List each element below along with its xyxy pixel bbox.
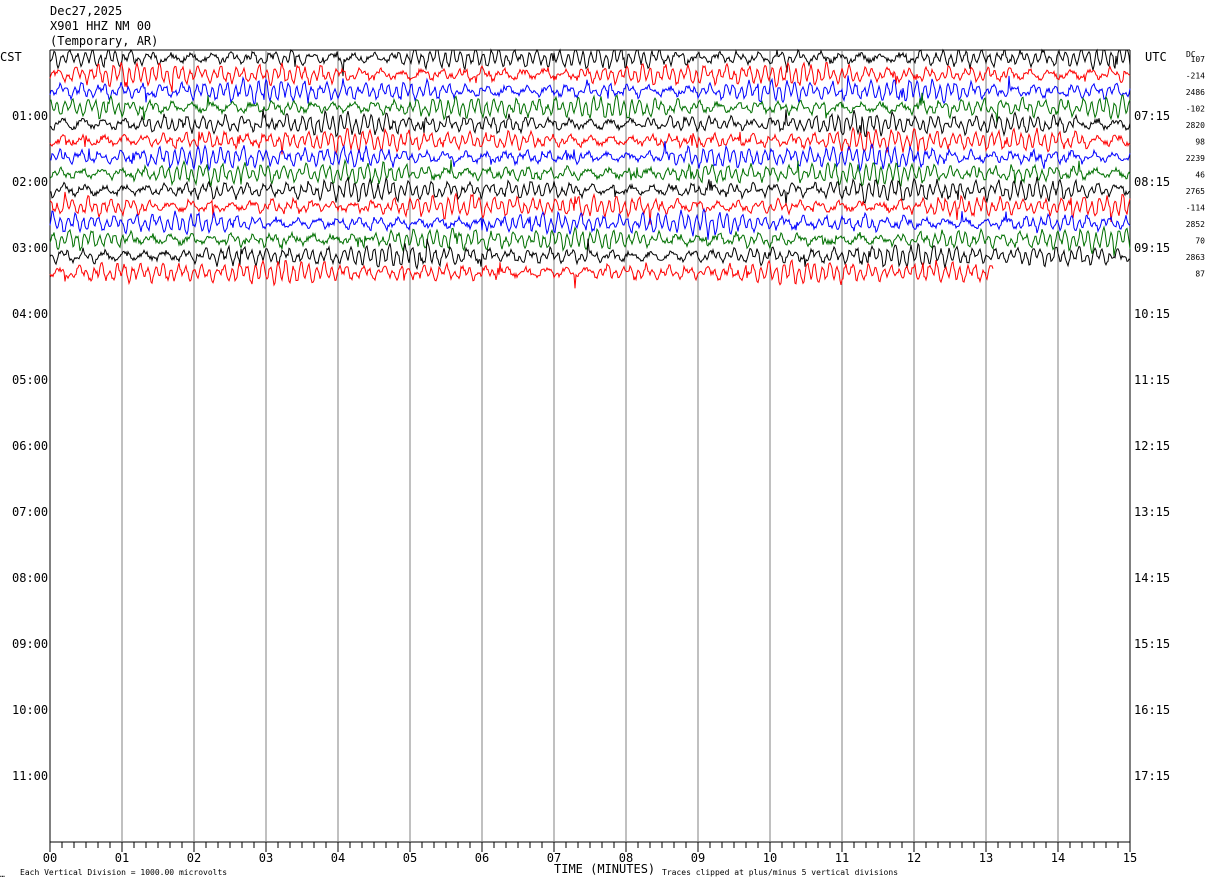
dc-offset-label: 70 [1195, 237, 1205, 246]
dc-offset-label: -214 [1186, 72, 1205, 81]
utc-hour-label: 08:15 [1134, 175, 1170, 189]
cst-hour-label: 08:00 [12, 571, 48, 585]
x-axis-title: TIME (MINUTES) [554, 862, 656, 876]
x-tick-label: 07 [547, 851, 561, 865]
dc-offset-label: 107 [1191, 55, 1206, 64]
dc-offset-label: 2852 [1186, 220, 1205, 229]
utc-hour-label: 10:15 [1134, 307, 1170, 321]
clip-note: Traces clipped at plus/minus 5 vertical … [662, 868, 899, 877]
seismic-trace-row-8 [49, 176, 1131, 206]
seismic-trace-row-3 [49, 92, 1131, 124]
x-tick-label: 03 [259, 851, 273, 865]
x-tick-label: 11 [835, 851, 849, 865]
dc-offset-label: 2820 [1186, 121, 1205, 130]
dc-offset-label: 2239 [1186, 154, 1205, 163]
cst-hour-label: 03:00 [12, 241, 48, 255]
dc-label: DC [1186, 50, 1196, 59]
x-tick-label: 06 [475, 851, 489, 865]
cst-hour-label: 01:00 [12, 109, 48, 123]
x-tick-label: 05 [403, 851, 417, 865]
cst-hour-label: 02:00 [12, 175, 48, 189]
seismic-trace-row-6 [50, 140, 1131, 173]
utc-hour-label: 14:15 [1134, 571, 1170, 585]
cst-hour-label: 06:00 [12, 439, 48, 453]
utc-hour-label: 16:15 [1134, 703, 1170, 717]
utc-label: UTC [1145, 50, 1167, 64]
dc-offset-label: 87 [1195, 270, 1205, 279]
network-label: (Temporary, AR) [50, 34, 159, 48]
x-tick-label: 00 [43, 851, 57, 865]
x-tick-label: 01 [115, 851, 129, 865]
date-label: Dec27,2025 [50, 4, 123, 18]
seismic-trace-row-0 [49, 48, 1131, 77]
seismic-trace-row-11 [49, 225, 1131, 257]
x-tick-label: 08 [619, 851, 633, 865]
seismic-trace-row-13 [49, 259, 994, 289]
x-tick-label: 09 [691, 851, 705, 865]
dc-offset-label: 46 [1195, 171, 1205, 180]
x-tick-label: 14 [1051, 851, 1065, 865]
cst-hour-label: 04:00 [12, 307, 48, 321]
x-tick-label: 10 [763, 851, 777, 865]
dc-offset-label: 2863 [1186, 253, 1205, 262]
utc-hour-label: 11:15 [1134, 373, 1170, 387]
dc-offset-label: -114 [1186, 204, 1205, 213]
seismic-trace-row-5 [49, 126, 1131, 155]
station-label: X901 HHZ NM 00 [50, 19, 152, 33]
utc-hour-label: 13:15 [1134, 505, 1170, 519]
x-tick-label: 04 [331, 851, 345, 865]
seismic-trace-row-12 [49, 238, 1131, 271]
utc-hour-label: 17:15 [1134, 769, 1170, 783]
cst-hour-label: 09:00 [12, 637, 48, 651]
utc-hour-label: 09:15 [1134, 241, 1170, 255]
utc-hour-label: 15:15 [1134, 637, 1170, 651]
seismic-trace-row-10 [49, 207, 1131, 240]
seismic-trace-row-7 [49, 158, 1131, 188]
dc-offset-label: 98 [1195, 138, 1205, 147]
x-tick-label: 12 [907, 851, 921, 865]
x-tick-label: 13 [979, 851, 993, 865]
cst-hour-label: 05:00 [12, 373, 48, 387]
seismic-trace-row-9 [49, 191, 1131, 225]
cst-hour-label: 11:00 [12, 769, 48, 783]
cst-label: CST [0, 50, 22, 64]
cst-hour-label: 07:00 [12, 505, 48, 519]
utc-hour-label: 12:15 [1134, 439, 1170, 453]
cst-hour-label: 10:00 [12, 703, 48, 717]
x-tick-label: 15 [1123, 851, 1137, 865]
x-tick-label: 02 [187, 851, 201, 865]
seismic-trace-row-4 [49, 108, 1131, 138]
seismic-trace-row-2 [49, 75, 1131, 106]
seismic-trace-row-1 [49, 61, 1131, 93]
dc-offset-label: 2486 [1186, 88, 1205, 97]
scale-note: Each Vertical Division = 1000.00 microvo… [20, 868, 228, 877]
corner-mark: … [0, 870, 5, 879]
utc-hour-label: 07:15 [1134, 109, 1170, 123]
dc-offset-label: 2765 [1186, 187, 1205, 196]
dc-offset-label: -102 [1186, 105, 1205, 114]
